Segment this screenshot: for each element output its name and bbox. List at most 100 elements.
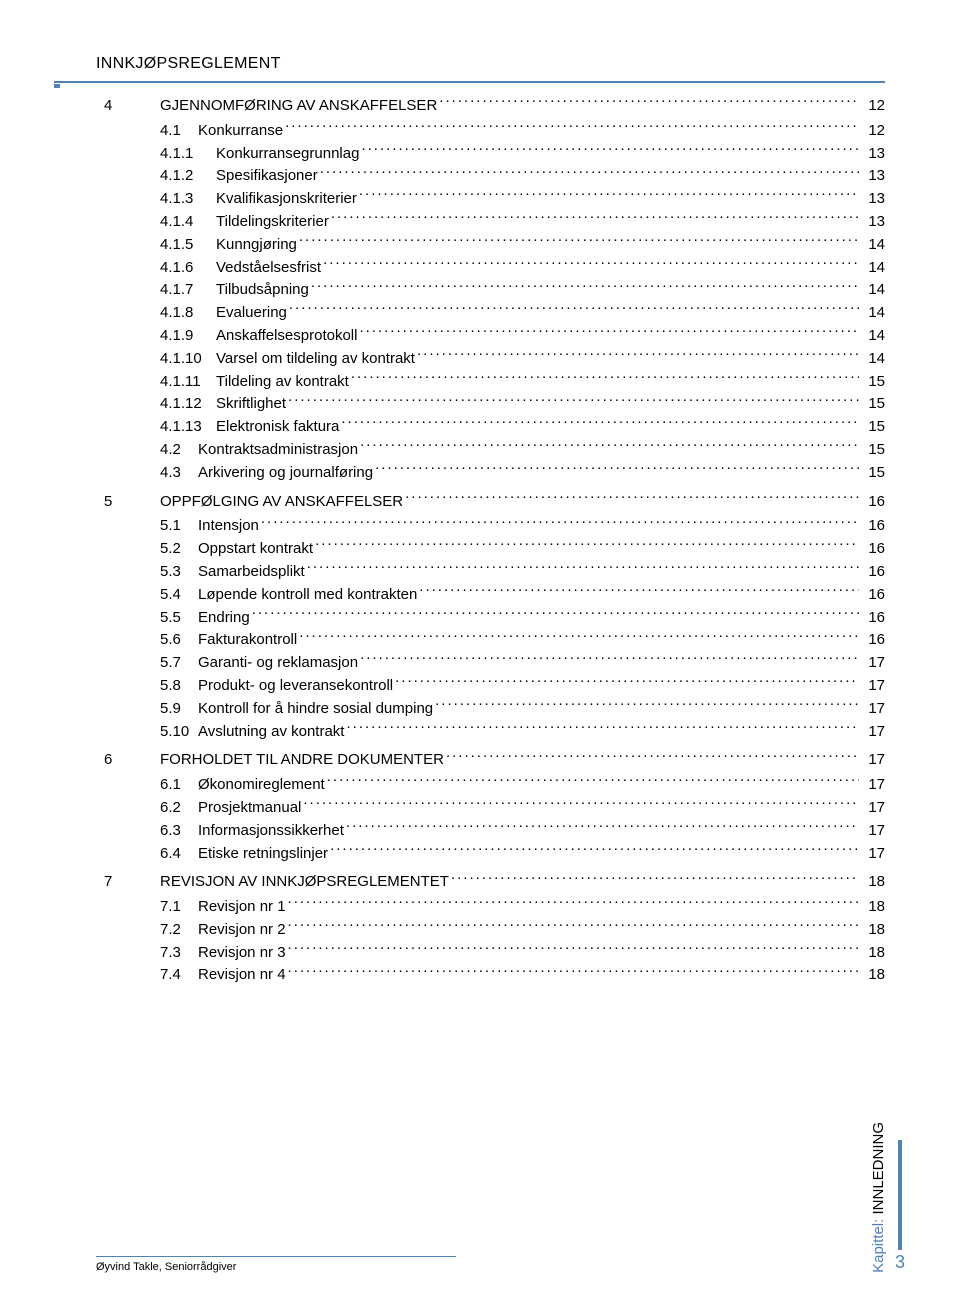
toc-entry: 4.1.9Anskaffelsesprotokoll14 — [104, 325, 885, 348]
toc-entry-label: Garanti- og reklamasjon — [198, 652, 358, 675]
toc-leader-dots — [419, 584, 859, 599]
toc-entry: 5.5Endring16 — [104, 607, 885, 630]
toc-leader-dots — [285, 120, 859, 135]
toc-entry-number: 4.1.1 — [160, 143, 216, 166]
toc-leader-dots — [261, 515, 859, 530]
toc-entry-page: 14 — [861, 348, 885, 371]
toc-entry: 4.1.10Varsel om tildeling av kontrakt14 — [104, 348, 885, 371]
toc-entry: 6.3Informasjonssikkerhet17 — [104, 820, 885, 843]
toc-leader-dots — [435, 698, 859, 713]
toc-entry-label: Tildelingskriterier — [216, 211, 329, 234]
toc-entry-number: 5 — [104, 491, 160, 514]
toc-leader-dots — [307, 561, 859, 576]
toc-entry: 4.1.7Tilbudsåpning14 — [104, 279, 885, 302]
toc-entry-number: 4.1.6 — [160, 257, 216, 280]
toc-entry-label: Konkurranse — [198, 120, 283, 143]
toc-entry-page: 15 — [861, 462, 885, 485]
page-footer: Øyvind Takle, Seniorrådgiver Kapittel: I… — [96, 1122, 905, 1273]
toc-entry: 6.2Prosjektmanual17 — [104, 797, 885, 820]
toc-entry-label: Kvalifikasjonskriterier — [216, 188, 357, 211]
toc-entry: 7.2Revisjon nr 218 — [104, 919, 885, 942]
toc-entry: 5.4Løpende kontroll med kontrakten16 — [104, 584, 885, 607]
toc-entry-label: Tildeling av kontrakt — [216, 371, 349, 394]
toc-entry: 7REVISJON AV INNKJØPSREGLEMENTET18 — [104, 871, 885, 894]
toc-entry-label: Spesifikasjoner — [216, 165, 318, 188]
toc-entry-page: 18 — [861, 896, 885, 919]
toc-entry: 4.1Konkurranse12 — [104, 120, 885, 143]
toc-entry: 4.1.8Evaluering14 — [104, 302, 885, 325]
toc-entry-label: Informasjonssikkerhet — [198, 820, 344, 843]
toc-entry-number: 5.10 — [160, 721, 198, 744]
toc-entry-number: 4.1.13 — [160, 416, 216, 439]
toc-entry-number: 5.7 — [160, 652, 198, 675]
toc-entry-label: Prosjektmanual — [198, 797, 301, 820]
toc-leader-dots — [375, 462, 859, 477]
toc-entry: 4.1.11Tildeling av kontrakt15 — [104, 371, 885, 394]
toc-entry-number: 7.1 — [160, 896, 198, 919]
toc-leader-dots — [360, 439, 859, 454]
toc-entry-number: 7 — [104, 871, 160, 894]
toc-entry-number: 4.1 — [160, 120, 198, 143]
toc-leader-dots — [252, 607, 859, 622]
toc-entry-number: 7.4 — [160, 964, 198, 987]
toc-entry-number: 6 — [104, 749, 160, 772]
toc-entry-page: 18 — [861, 871, 885, 894]
toc-entry: 4.1.4Tildelingskriterier13 — [104, 211, 885, 234]
toc-leader-dots — [439, 95, 859, 110]
toc-entry: 4.3Arkivering og journalføring15 — [104, 462, 885, 485]
toc-entry-number: 7.2 — [160, 919, 198, 942]
chapter-side-label: Kapittel: INNLEDNING — [870, 1122, 887, 1273]
toc-entry: 4.1.2Spesifikasjoner13 — [104, 165, 885, 188]
toc-leader-dots — [360, 652, 859, 667]
toc-leader-dots — [288, 919, 859, 934]
toc-entry-number: 4.1.9 — [160, 325, 216, 348]
toc-entry-page: 16 — [861, 515, 885, 538]
toc-entry-label: Evaluering — [216, 302, 287, 325]
toc-entry: 5.6Fakturakontroll16 — [104, 629, 885, 652]
page-number: 3 — [895, 1252, 905, 1273]
toc-entry-page: 14 — [861, 302, 885, 325]
toc-leader-dots — [359, 325, 859, 340]
page-number-bar — [898, 1140, 902, 1250]
toc-entry: 5.7Garanti- og reklamasjon17 — [104, 652, 885, 675]
toc-entry-number: 4.1.12 — [160, 393, 216, 416]
toc-entry-page: 14 — [861, 257, 885, 280]
table-of-contents: 4GJENNOMFØRING AV ANSKAFFELSER124.1Konku… — [96, 95, 885, 987]
toc-entry-number: 4.1.10 — [160, 348, 216, 371]
toc-entry: 5.3Samarbeidsplikt16 — [104, 561, 885, 584]
toc-entry-page: 17 — [861, 774, 885, 797]
toc-entry-label: Tilbudsåpning — [216, 279, 309, 302]
toc-entry-number: 4 — [104, 95, 160, 118]
toc-entry-page: 17 — [861, 749, 885, 772]
toc-entry-page: 13 — [861, 143, 885, 166]
toc-entry-page: 18 — [861, 942, 885, 965]
toc-entry-label: Revisjon nr 4 — [198, 964, 286, 987]
toc-entry-number: 4.1.3 — [160, 188, 216, 211]
toc-entry-label: Revisjon nr 3 — [198, 942, 286, 965]
toc-leader-dots — [346, 721, 859, 736]
footer-right: Kapittel: INNLEDNING 3 — [870, 1122, 905, 1273]
toc-entry-label: Revisjon nr 2 — [198, 919, 286, 942]
toc-entry: 7.4Revisjon nr 418 — [104, 964, 885, 987]
toc-entry-number: 4.1.7 — [160, 279, 216, 302]
toc-entry: 4.1.1Konkurransegrunnlag13 — [104, 143, 885, 166]
toc-leader-dots — [405, 491, 859, 506]
toc-entry-number: 5.4 — [160, 584, 198, 607]
toc-entry-number: 5.5 — [160, 607, 198, 630]
toc-leader-dots — [288, 896, 859, 911]
toc-entry-label: GJENNOMFØRING AV ANSKAFFELSER — [160, 95, 437, 118]
toc-entry: 4.2Kontraktsadministrasjon15 — [104, 439, 885, 462]
toc-entry-page: 15 — [861, 439, 885, 462]
toc-entry-number: 6.3 — [160, 820, 198, 843]
toc-leader-dots — [299, 629, 859, 644]
toc-leader-dots — [361, 143, 859, 158]
toc-entry-page: 16 — [861, 491, 885, 514]
toc-entry-label: Avslutning av kontrakt — [198, 721, 344, 744]
toc-entry-label: Elektronisk faktura — [216, 416, 339, 439]
toc-entry-page: 17 — [861, 797, 885, 820]
toc-leader-dots — [446, 749, 859, 764]
toc-entry: 4.1.5Kunngjøring14 — [104, 234, 885, 257]
toc-leader-dots — [331, 211, 859, 226]
toc-leader-dots — [289, 302, 859, 317]
toc-entry-label: Revisjon nr 1 — [198, 896, 286, 919]
